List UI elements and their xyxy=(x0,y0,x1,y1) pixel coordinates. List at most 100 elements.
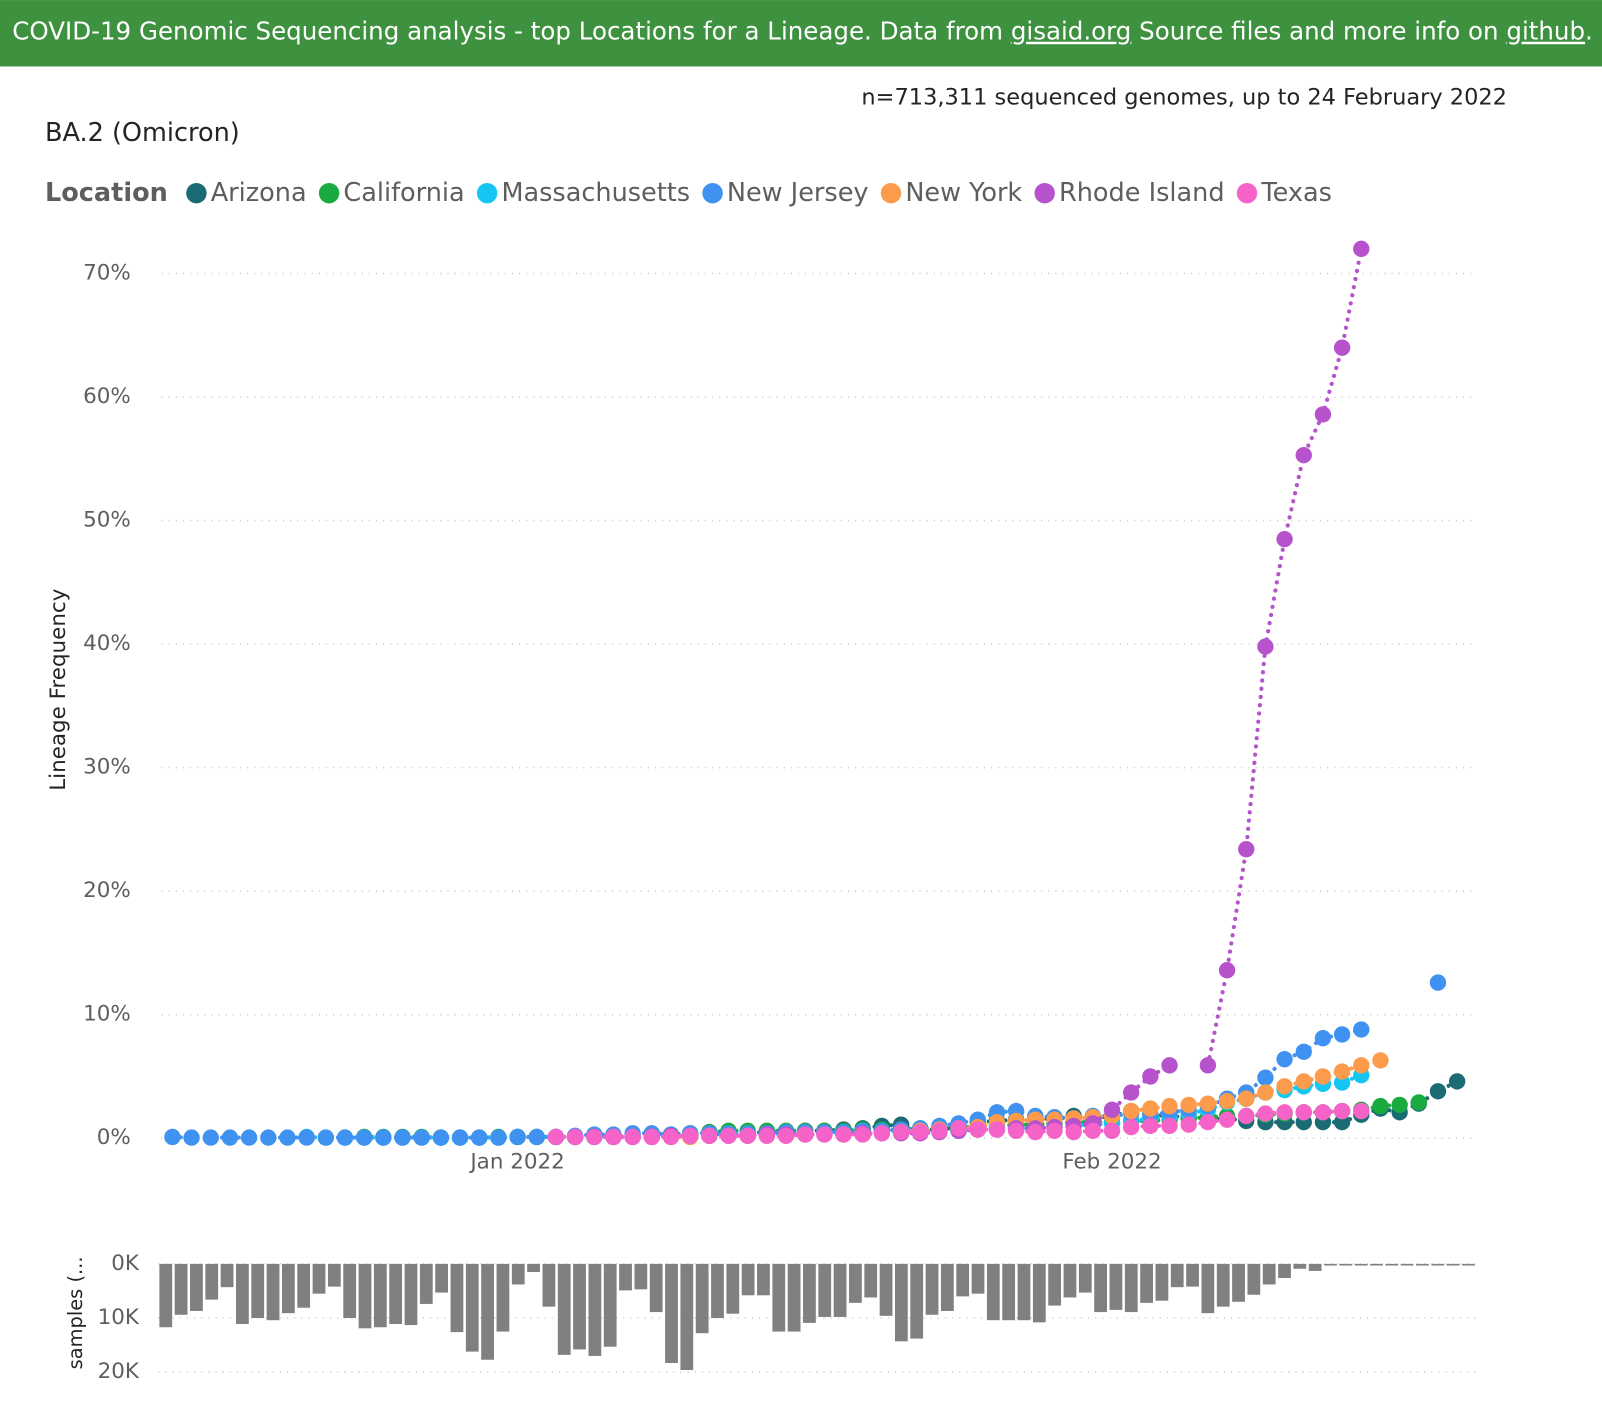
y-tick-label: 20K xyxy=(98,1359,140,1384)
bar xyxy=(1262,1263,1276,1285)
data-point xyxy=(394,1129,411,1146)
data-point xyxy=(260,1129,277,1146)
bar xyxy=(1431,1263,1445,1266)
data-point xyxy=(1180,1116,1197,1133)
header-link[interactable]: github xyxy=(1506,17,1585,46)
bar xyxy=(1416,1263,1429,1266)
data-point xyxy=(912,1123,929,1141)
data-point xyxy=(509,1128,526,1146)
legend-label: Texas xyxy=(1260,178,1332,208)
data-point xyxy=(1372,1097,1389,1115)
header-link[interactable]: gisaid.org xyxy=(1011,17,1132,46)
bar xyxy=(527,1263,540,1273)
bar xyxy=(986,1263,1000,1321)
data-point xyxy=(1276,1104,1293,1121)
bar xyxy=(450,1263,464,1333)
x-tick-label: Feb 2022 xyxy=(1062,1150,1161,1175)
bar xyxy=(665,1263,678,1363)
data-point xyxy=(490,1129,507,1146)
data-point xyxy=(586,1128,603,1146)
bar-y-axis-title: samples (... xyxy=(64,1256,87,1369)
legend-marker xyxy=(186,182,207,204)
data-point xyxy=(797,1126,814,1143)
header-text: COVID-19 Genomic Sequencing analysis - t… xyxy=(12,17,1593,46)
data-point xyxy=(1353,240,1370,258)
y-tick-label: 0K xyxy=(111,1251,140,1276)
data-point xyxy=(566,1128,584,1146)
bar xyxy=(741,1263,755,1296)
data-point xyxy=(1161,1117,1178,1135)
bar xyxy=(1339,1263,1353,1266)
legend-marker xyxy=(476,182,498,204)
bar xyxy=(726,1263,740,1314)
bar xyxy=(1094,1263,1107,1313)
data-point xyxy=(279,1129,296,1146)
series xyxy=(547,240,1370,1146)
data-point xyxy=(681,1127,699,1144)
data-point xyxy=(1295,1043,1312,1060)
data-point xyxy=(1238,1090,1255,1107)
bar xyxy=(542,1263,556,1307)
bar xyxy=(481,1263,494,1360)
data-point xyxy=(432,1129,450,1146)
bar xyxy=(358,1263,372,1329)
data-point xyxy=(816,1126,833,1143)
bar xyxy=(680,1263,694,1371)
bar xyxy=(1446,1263,1460,1266)
bar xyxy=(1063,1263,1077,1298)
bar xyxy=(557,1263,571,1355)
data-point xyxy=(1218,1092,1236,1110)
y-tick-label: 10K xyxy=(98,1305,140,1330)
data-point xyxy=(1353,1021,1370,1038)
bar xyxy=(910,1263,924,1339)
data-point xyxy=(1065,1123,1082,1141)
bar xyxy=(649,1263,663,1313)
bar xyxy=(940,1263,954,1311)
data-point xyxy=(1142,1117,1159,1135)
data-point xyxy=(317,1129,335,1146)
bar xyxy=(772,1263,786,1332)
bar xyxy=(818,1263,832,1317)
bar xyxy=(159,1263,173,1328)
data-point xyxy=(1218,1111,1236,1128)
legend-marker xyxy=(318,182,340,204)
bar xyxy=(1048,1263,1062,1306)
data-point xyxy=(1103,1122,1121,1139)
data-point xyxy=(1353,1102,1370,1120)
y-tick-label: 60% xyxy=(83,384,131,409)
data-point xyxy=(1257,638,1274,655)
bar xyxy=(573,1263,586,1350)
legend-label: Rhode Island xyxy=(1059,178,1225,208)
data-point xyxy=(1123,1084,1140,1101)
data-point xyxy=(624,1128,641,1146)
bar xyxy=(849,1263,862,1303)
bar xyxy=(297,1263,311,1308)
data-point xyxy=(1161,1097,1178,1115)
data-point xyxy=(1257,1084,1274,1101)
data-point xyxy=(1295,1104,1312,1121)
data-point xyxy=(528,1128,545,1146)
data-point xyxy=(720,1127,737,1144)
bar xyxy=(1462,1263,1475,1266)
chart-title: BA.2 (Omicron) xyxy=(45,118,240,148)
data-point xyxy=(298,1129,315,1146)
data-point xyxy=(1007,1122,1025,1139)
data-point xyxy=(1276,1078,1293,1095)
legend-marker xyxy=(880,182,902,204)
data-point xyxy=(1333,1026,1351,1043)
data-point xyxy=(892,1123,910,1141)
data-point xyxy=(701,1127,718,1144)
data-point xyxy=(336,1129,354,1146)
bar xyxy=(404,1263,418,1326)
data-point xyxy=(1123,1102,1140,1120)
bar xyxy=(588,1263,602,1356)
bar xyxy=(1002,1263,1016,1321)
series xyxy=(547,1102,1370,1146)
bar xyxy=(1354,1263,1368,1266)
data-point xyxy=(1429,1083,1447,1100)
data-point xyxy=(1180,1096,1197,1114)
bar xyxy=(1124,1263,1138,1313)
data-point xyxy=(1238,1107,1255,1125)
data-point xyxy=(739,1127,756,1144)
